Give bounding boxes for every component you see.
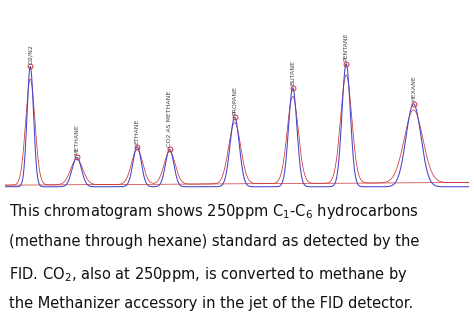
Text: CO2 AS METHANE: CO2 AS METHANE bbox=[167, 90, 172, 147]
Text: BUTANE: BUTANE bbox=[290, 60, 295, 85]
Text: the Methanizer accessory in the jet of the FID detector.: the Methanizer accessory in the jet of t… bbox=[9, 296, 414, 311]
Text: ETHANE: ETHANE bbox=[135, 119, 140, 144]
Text: (methane through hexane) standard as detected by the: (methane through hexane) standard as det… bbox=[9, 233, 420, 248]
Text: PROPANE: PROPANE bbox=[232, 85, 237, 115]
Text: This chromatogram shows 250ppm C$_1$-C$_6$ hydrocarbons: This chromatogram shows 250ppm C$_1$-C$_… bbox=[9, 202, 419, 221]
Text: PENTANE: PENTANE bbox=[344, 32, 349, 61]
Text: HEXANE: HEXANE bbox=[411, 76, 416, 101]
Text: FID. CO$_2$, also at 250ppm, is converted to methane by: FID. CO$_2$, also at 250ppm, is converte… bbox=[9, 265, 409, 284]
Text: O2/N2: O2/N2 bbox=[28, 44, 33, 64]
Text: METHANE: METHANE bbox=[74, 124, 79, 155]
